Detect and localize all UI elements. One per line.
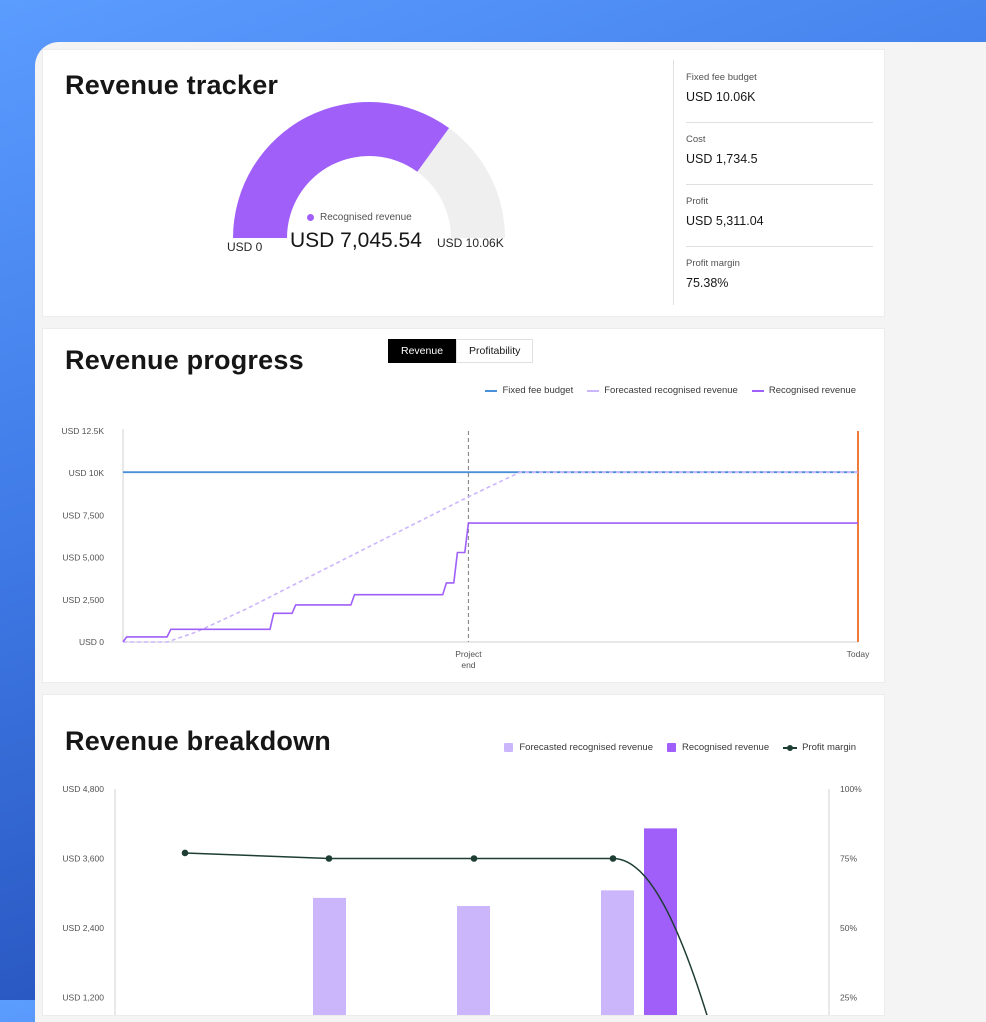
dashed-line-icon — [587, 389, 600, 392]
legend-fixed-fee-budget: Fixed fee budget — [485, 385, 573, 396]
gauge-legend-label: Recognised revenue — [320, 212, 412, 223]
y-tick-label: USD 7,500 — [62, 510, 104, 520]
metric-value: USD 1,734.5 — [686, 152, 758, 166]
bar-forecasted — [313, 897, 346, 1015]
gauge-legend: Recognised revenue — [307, 212, 412, 223]
breakdown-legend: Forecasted recognised revenue Recognised… — [490, 742, 856, 753]
gauge-min-label: USD 0 — [227, 240, 263, 254]
profit-margin-point — [325, 855, 333, 862]
metric-profit-margin: Profit margin 75.38% — [686, 246, 873, 308]
legend-forecasted: Forecasted recognised revenue — [504, 742, 653, 753]
legend-label: Recognised revenue — [681, 742, 770, 753]
revenue-tracker-card: Revenue tracker Recognised revenue USD 7… — [43, 50, 884, 316]
legend-label: Forecasted recognised revenue — [519, 742, 653, 753]
metric-label: Cost — [686, 134, 706, 145]
square-icon — [666, 743, 676, 752]
x-tick-label: end — [461, 660, 475, 670]
y-tick-label: USD 12.5K — [61, 426, 104, 436]
gauge-value: USD 7,045.54 — [290, 229, 422, 252]
tab-profitability[interactable]: Profitability — [456, 339, 534, 363]
y-tick-label: USD 1,200 — [62, 993, 104, 1003]
metric-label: Profit margin — [686, 258, 740, 269]
y-tick-label: USD 3,600 — [62, 854, 104, 864]
metrics-panel: Fixed fee budget USD 10.06K Cost USD 1,7… — [673, 60, 873, 305]
legend-recognised: Recognised revenue — [751, 385, 856, 396]
y-tick-label: USD 5,000 — [62, 553, 104, 563]
recognised-revenue-dot-icon — [307, 214, 314, 221]
tab-revenue[interactable]: Revenue — [388, 339, 457, 363]
metric-cost: Cost USD 1,734.5 — [686, 122, 873, 185]
legend-label: Recognised revenue — [768, 385, 856, 396]
legend-profit-margin: Profit margin — [783, 742, 856, 753]
gauge-max-label: USD 10.06K — [437, 236, 504, 250]
y2-tick-label: 100% — [840, 784, 862, 794]
solid-line-icon — [485, 389, 498, 392]
revenue-tracker-title: Revenue tracker — [65, 70, 279, 100]
metric-label: Profit — [686, 196, 709, 207]
metric-value: 75.38% — [686, 276, 729, 290]
chart-tabs: Revenue Profitability — [388, 339, 534, 363]
y-tick-label: USD 4,800 — [62, 784, 104, 794]
solid-line-icon — [751, 389, 764, 392]
y2-tick-label: 50% — [840, 923, 857, 933]
bar-forecasted — [457, 905, 490, 1015]
metric-value: USD 5,311.04 — [686, 214, 764, 228]
gauge-track — [417, 128, 505, 238]
legend-forecasted: Forecasted recognised revenue — [587, 385, 738, 396]
revenue-progress-chart: USD 0 USD 2,500 USD 5,000 USD 7,500 USD 10K U… — [61, 426, 870, 670]
bar-forecasted — [601, 890, 634, 1015]
x-tick-label: Project — [455, 649, 482, 659]
y-tick-label: USD 2,500 — [62, 595, 104, 605]
dot-line-icon — [783, 744, 798, 751]
y-tick-label: USD 2,400 — [62, 923, 104, 933]
profit-margin-point — [181, 849, 189, 857]
metric-fixed-fee-budget: Fixed fee budget USD 10.06K — [686, 60, 873, 123]
legend-recognised: Recognised revenue — [666, 742, 770, 753]
revenue-breakdown-card: Revenue breakdown Forecasted recognised … — [43, 695, 884, 1015]
revenue-breakdown-chart: USD 1,200 USD 2,400 USD 3,600 USD 4,800 25% 5… — [62, 784, 862, 1015]
revenue-progress-title: Revenue progress — [65, 345, 304, 375]
revenue-breakdown-title: Revenue breakdown — [65, 726, 331, 756]
y-tick-label: USD 0 — [79, 637, 104, 647]
legend-label: Forecasted recognised revenue — [604, 385, 738, 396]
x-tick-label: Today — [847, 649, 870, 659]
profit-margin-point — [609, 855, 617, 862]
revenue-progress-card: Revenue progress Revenue Profitability F… — [43, 329, 884, 682]
progress-legend: Fixed fee budget Forecasted recognised r… — [471, 385, 856, 396]
series-line-forecasted-recognised-revenue — [123, 471, 858, 643]
metric-profit: Profit USD 5,311.04 — [686, 184, 873, 247]
revenue-gauge — [233, 101, 505, 238]
metric-label: Fixed fee budget — [686, 72, 757, 83]
gauge-fill — [233, 101, 450, 238]
legend-label: Profit margin — [802, 742, 856, 753]
square-icon — [504, 743, 514, 752]
y-tick-label: USD 10K — [69, 468, 105, 478]
y2-tick-label: 25% — [840, 993, 857, 1003]
y2-tick-label: 75% — [840, 854, 857, 864]
series-line-recognised-revenue — [122, 522, 858, 643]
metric-value: USD 10.06K — [686, 90, 756, 104]
legend-label: Fixed fee budget — [502, 385, 574, 396]
profit-margin-point — [470, 855, 478, 862]
